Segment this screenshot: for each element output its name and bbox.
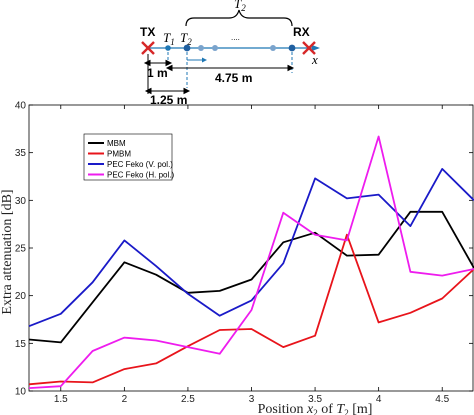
rx-label: RX [293,25,310,39]
t1-label: T1 [163,30,175,47]
tx-marker-icon [141,41,155,55]
series-line-pec-feko-v-pol [28,167,474,328]
x-axis-ticks: 1.5 2 2.5 3 3.5 4 4.5 [54,105,450,405]
t2-label: T2 [180,30,192,47]
x-tick-label: 2 [122,394,128,405]
dim-475m-arrow [165,64,295,72]
series-line-pmbm [28,233,474,386]
y-tick-label: 40 [15,101,27,112]
tx-label: TX [140,25,155,39]
y-tick-label: 35 [15,148,27,159]
rx-marker-icon [302,41,316,55]
y-tick-label: 15 [15,339,27,350]
dim-125m-label: 1.25 m [150,93,187,107]
position-point [288,44,296,52]
t1-point [165,45,171,51]
x-axis-label: Position x2 of T2 [m] [258,402,373,415]
setup-diagram: x TX RX T1 T2 T2 .... 1 m 4.75 m 1.25 m [140,0,320,107]
t2-range-brace [185,9,293,27]
t2-point [183,44,191,52]
dim-1m-arrow [143,59,173,67]
x-tick-label: 1.5 [54,394,68,405]
diagram-axis-arrowhead [312,45,320,51]
y-tick-label: 25 [15,244,27,255]
legend-label: PMBM [107,150,131,159]
y-tick-label: 20 [15,291,27,302]
legend-box [83,133,173,181]
x-tick-label: 4 [376,394,382,405]
legend-label: PEC Feko (V. pol.) [107,160,173,169]
y-tick-label: 30 [15,196,27,207]
brace-label: T2 [234,0,246,13]
legend-label: MBM [107,139,126,148]
step-arrowhead [202,57,207,63]
y-tick-label: 10 [15,387,27,398]
position-point [270,45,276,51]
x-tick-label: 2.5 [181,394,195,405]
series-lines [28,135,474,389]
dots-label: .... [231,33,240,42]
diagram-axis-label: x [311,52,318,67]
position-point [198,45,204,51]
dim-1m-label: 1 m [147,66,168,80]
x-tick-label: 3 [249,394,255,405]
position-point [212,45,218,51]
y-axis-ticks: 10 15 20 25 30 35 40 [15,101,473,398]
series-line-pec-feko-h-pol [28,135,474,389]
dim-125m-arrow [144,87,191,95]
x-tick-label: 3.5 [308,394,322,405]
y-axis-label: Extra attenuation [dB] [0,189,15,314]
legend-label: PEC Feko (H. pol.) [107,171,174,180]
dim-475m-label: 4.75 m [215,71,252,85]
x-tick-label: 4.5 [435,394,449,405]
